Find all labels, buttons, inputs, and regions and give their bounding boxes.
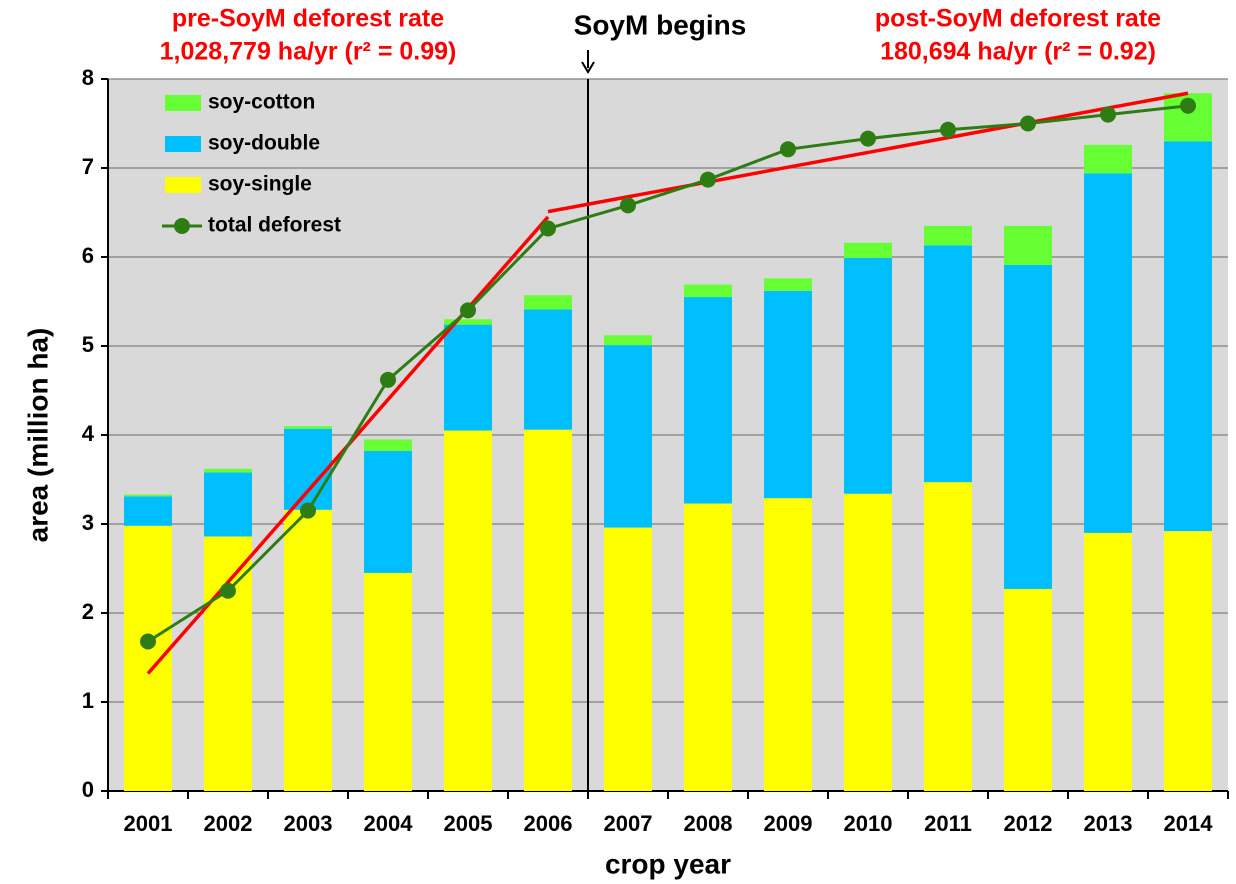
line [147, 104, 1189, 643]
x-tick-label: 2005 [444, 811, 493, 836]
bar [1004, 225, 1052, 266]
bar [204, 536, 252, 791]
legend-swatch [165, 136, 201, 152]
bar [204, 472, 252, 537]
x-axis-title: crop year [605, 848, 731, 879]
bar [364, 451, 412, 573]
bar [524, 295, 572, 310]
x-tick-label: 2014 [1164, 811, 1214, 836]
legend-label: soy-single [208, 173, 312, 196]
point [220, 582, 236, 599]
point [700, 171, 716, 188]
x-tick-label: 2010 [844, 811, 893, 836]
bar [684, 297, 732, 504]
bar [524, 309, 572, 430]
point [1180, 97, 1196, 114]
bar [124, 525, 172, 791]
x-tick-label: 2001 [124, 811, 173, 836]
point [540, 220, 556, 237]
annotation: pre-SoyM deforest rate [172, 5, 444, 33]
annotation: post-SoyM deforest rate [875, 5, 1161, 33]
trend-line [547, 91, 1189, 214]
arrow-head [581, 61, 595, 74]
y-tick-label: 7 [82, 154, 94, 179]
x-tick-label: 2009 [764, 811, 813, 836]
bar [284, 428, 332, 510]
x-tick-label: 2004 [364, 811, 414, 836]
bar [604, 345, 652, 528]
point [1020, 115, 1036, 132]
bar [1084, 532, 1132, 791]
bar [284, 426, 332, 429]
x-tick-label: 2013 [1084, 811, 1133, 836]
bar [524, 429, 572, 791]
bar [684, 284, 732, 298]
legend-swatch [174, 218, 190, 234]
point [1100, 106, 1116, 123]
bar [204, 468, 252, 473]
x-tick-label: 2003 [284, 811, 333, 836]
legend-swatch [165, 177, 201, 193]
bar [764, 498, 812, 791]
bar [844, 493, 892, 791]
y-tick-label: 3 [82, 510, 94, 535]
bar [364, 439, 412, 452]
legend-swatch [165, 95, 201, 111]
bar [684, 503, 732, 791]
bar [1084, 144, 1132, 174]
bar [444, 324, 492, 431]
y-axis-title: area (million ha) [22, 328, 53, 543]
bar [604, 527, 652, 791]
bar [1084, 173, 1132, 533]
bar [1164, 531, 1212, 791]
legend-label: total deforest [208, 214, 341, 237]
x-tick-label: 2008 [684, 811, 733, 836]
y-tick-label: 1 [82, 688, 94, 713]
bar [844, 242, 892, 258]
x-tick-label: 2011 [924, 811, 972, 836]
bar [364, 572, 412, 791]
x-tick-label: 2007 [604, 811, 653, 836]
bar [764, 290, 812, 499]
point [940, 121, 956, 138]
bar [124, 496, 172, 526]
bar [444, 319, 492, 325]
bar [124, 494, 172, 497]
bar [764, 278, 812, 291]
y-tick-label: 4 [82, 421, 95, 446]
bar [444, 430, 492, 791]
annotation: 1,028,779 ha/yr (r² = 0.99) [160, 38, 457, 66]
point [380, 371, 396, 388]
bar [1004, 588, 1052, 791]
bar [1164, 141, 1212, 532]
point [780, 141, 796, 158]
y-tick-label: 2 [82, 599, 94, 624]
annotation: 180,694 ha/yr (r² = 0.92) [880, 38, 1156, 66]
bar [284, 509, 332, 791]
legend-label: soy-cotton [208, 91, 315, 114]
point [460, 302, 476, 319]
x-tick-label: 2012 [1004, 811, 1053, 836]
x-tick-label: 2006 [524, 811, 573, 836]
point [620, 197, 636, 214]
annotation: SoyM begins [574, 9, 747, 40]
bar [924, 482, 972, 791]
y-tick-label: 8 [82, 65, 94, 90]
legend-label: soy-double [208, 132, 320, 155]
point [860, 130, 876, 147]
point [300, 502, 316, 519]
point [140, 633, 156, 650]
bar [604, 335, 652, 346]
x-tick-label: 2002 [204, 811, 253, 836]
bar [844, 257, 892, 494]
y-tick-label: 6 [82, 243, 94, 268]
y-tick-label: 0 [82, 777, 94, 802]
y-tick-label: 5 [82, 332, 94, 357]
bar [1004, 265, 1052, 589]
bar [924, 225, 972, 246]
bar [924, 245, 972, 483]
